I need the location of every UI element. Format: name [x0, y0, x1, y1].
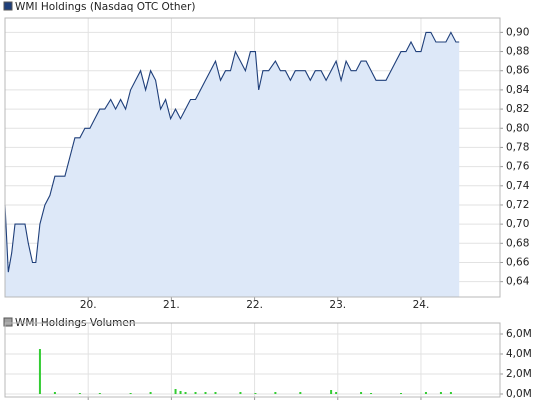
bar [424, 392, 427, 394]
plot-frame [4, 17, 501, 298]
bar [274, 392, 277, 394]
y-tick-label: 0,0M [506, 388, 532, 400]
y-tick-label: 0,68 [506, 237, 529, 249]
x-tick-label: 21. [163, 299, 180, 311]
legend-swatch [3, 1, 13, 11]
y-tick-label: 0,78 [506, 141, 529, 153]
bar [335, 392, 338, 394]
bar [239, 392, 242, 394]
x-tick-label: 22. [246, 299, 263, 311]
bar [78, 393, 81, 394]
bar [184, 392, 187, 394]
legend-label: WMI Holdings (Nasdaq OTC Other) [15, 1, 195, 13]
y-tick-label: 0,90 [506, 26, 529, 38]
y-tick-label: 0,88 [506, 46, 529, 58]
x-tick-label: 23. [329, 299, 346, 311]
bar [330, 390, 333, 394]
area [5, 32, 460, 298]
x-tick-label: 24. [413, 299, 430, 311]
y-tick-label: 6,0M [506, 328, 532, 340]
y-tick-label: 0,82 [506, 103, 529, 115]
bar [179, 391, 182, 394]
y-tick-label: 0,76 [506, 161, 530, 173]
bar [370, 393, 373, 394]
bar [38, 349, 41, 394]
y-tick-label: 0,84 [506, 84, 530, 96]
bar [360, 392, 363, 394]
legend-swatch [3, 317, 13, 327]
bar [194, 392, 197, 394]
y-tick-label: 0,66 [506, 256, 530, 268]
line [4, 31, 460, 273]
bar [204, 392, 207, 394]
bar [149, 392, 152, 394]
y-tick-label: 0,72 [506, 199, 529, 211]
plot-frame [4, 322, 501, 398]
y-tick-label: 0,70 [506, 218, 529, 230]
bar [174, 389, 177, 394]
bar [98, 393, 101, 394]
y-tick-label: 4,0M [506, 348, 532, 360]
y-tick-label: 0,80 [506, 122, 529, 134]
bar [299, 392, 302, 394]
bar [53, 392, 56, 394]
y-tick-label: 0,64 [506, 276, 530, 288]
x-tick-label: 20. [80, 299, 97, 311]
y-tick-label: 0,74 [506, 180, 530, 192]
bar [214, 392, 217, 394]
bar [254, 393, 257, 394]
bar [129, 393, 132, 394]
bar [439, 392, 442, 394]
bar [449, 392, 452, 394]
y-tick-label: 2,0M [506, 368, 532, 380]
y-tick-label: 0,86 [506, 65, 530, 77]
bar [400, 393, 402, 394]
